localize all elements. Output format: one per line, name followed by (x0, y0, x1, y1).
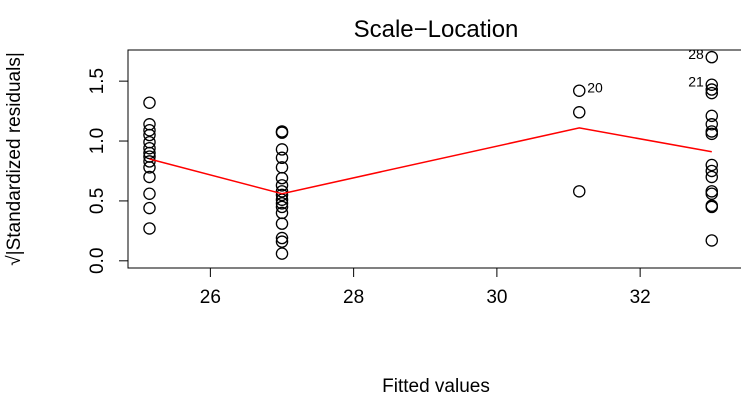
data-point (705, 158, 719, 172)
data-point (275, 200, 289, 214)
data-point (705, 50, 719, 64)
data-point (573, 84, 586, 97)
data-point (143, 170, 156, 184)
data-point (143, 96, 156, 109)
data-point (275, 197, 289, 210)
smoothed-trend-line (149, 127, 712, 195)
data-point (143, 161, 156, 174)
data-point (143, 128, 156, 142)
data-point (705, 187, 719, 200)
y-tick-label: 1.0 (87, 128, 108, 154)
x-axis-label: Fitted values (382, 376, 490, 397)
y-axis-label: √|Standardized residuals| (4, 52, 25, 266)
data-point (275, 231, 289, 245)
data-point (573, 185, 586, 198)
data-point (705, 200, 719, 214)
point-annotation-label: 21 (688, 74, 704, 90)
x-axis: 26 28 30 32 (200, 268, 651, 308)
y-tick-label: 0.5 (87, 188, 108, 214)
data-point (705, 234, 719, 247)
data-point (275, 151, 289, 165)
point-annotations: 20 28 21 (587, 46, 704, 96)
data-point (705, 86, 719, 100)
data-point (705, 185, 719, 198)
chart-title: Scale−Location (354, 16, 519, 43)
data-point (275, 179, 289, 192)
data-point (705, 78, 719, 91)
y-axis: 0.0 0.5 1.0 1.5 (87, 68, 128, 274)
data-point (705, 164, 719, 178)
data-point (275, 217, 289, 230)
x-tick-label: 28 (343, 287, 364, 308)
data-point (275, 188, 289, 202)
data-point (705, 83, 719, 96)
data-point (143, 222, 156, 235)
data-point (143, 155, 156, 168)
data-points (143, 50, 719, 260)
point-annotation-label: 20 (587, 80, 603, 96)
plot-frame (127, 49, 741, 269)
data-point (275, 171, 289, 185)
data-point (275, 235, 289, 248)
x-tick-label: 32 (630, 287, 651, 308)
data-point (705, 118, 719, 131)
data-point (275, 143, 289, 156)
data-point (705, 125, 719, 138)
data-point (143, 187, 156, 200)
data-point (143, 124, 156, 137)
data-point (705, 127, 719, 141)
y-tick-label: 0.0 (87, 248, 108, 274)
x-tick-label: 30 (486, 287, 507, 308)
data-point (705, 170, 719, 184)
data-point (275, 185, 289, 198)
data-point (143, 141, 156, 155)
y-tick-label: 1.5 (87, 68, 108, 94)
data-point (143, 201, 156, 215)
point-annotation-label: 28 (688, 46, 704, 62)
data-point (573, 106, 586, 119)
data-point (143, 146, 156, 160)
data-point (275, 247, 289, 260)
data-point (275, 126, 289, 139)
data-point (705, 109, 719, 123)
x-tick-label: 26 (200, 287, 221, 308)
